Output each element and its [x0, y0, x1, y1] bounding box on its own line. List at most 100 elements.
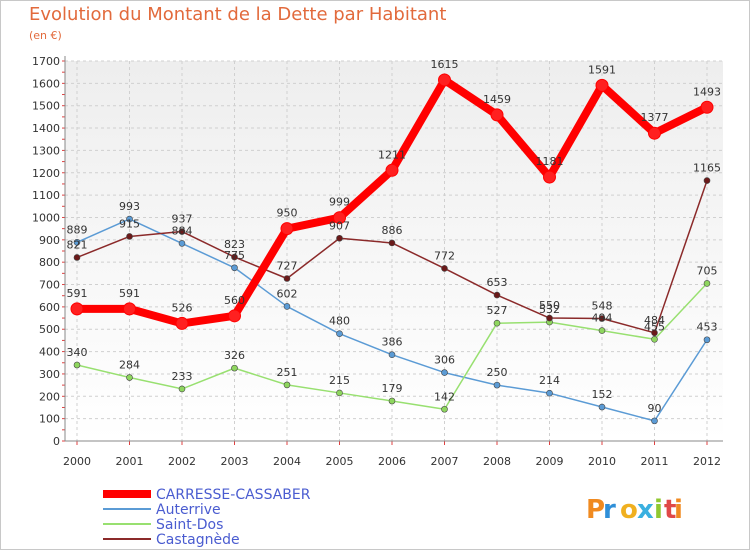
data-label: 1165	[693, 162, 721, 175]
data-label: 1459	[483, 93, 511, 106]
data-point	[70, 302, 84, 316]
data-point	[333, 211, 346, 225]
data-point	[336, 330, 343, 338]
data-point	[441, 405, 448, 413]
y-tick-label: 500	[39, 323, 60, 336]
data-label: 548	[592, 300, 613, 313]
data-label: 884	[172, 224, 193, 237]
data-point	[388, 397, 396, 405]
data-label: 560	[224, 294, 245, 307]
data-point	[703, 336, 711, 344]
data-label: 484	[644, 314, 665, 327]
data-point	[546, 314, 553, 322]
data-label: 179	[382, 382, 403, 395]
plot-area	[65, 61, 723, 441]
data-label: 823	[224, 238, 245, 251]
data-label: 772	[434, 249, 455, 262]
legend-label: Saint-Dos	[156, 517, 223, 533]
legend-label: Auterrive	[156, 502, 221, 518]
y-tick-label: 700	[39, 279, 60, 292]
y-tick-label: 1400	[32, 122, 60, 135]
chart-title: Evolution du Montant de la Dette par Hab…	[29, 4, 447, 25]
data-label: 886	[382, 224, 403, 237]
x-tick-label: 2009	[536, 455, 564, 468]
y-tick-label: 300	[39, 368, 60, 381]
data-point	[388, 351, 396, 359]
y-tick-label: 200	[39, 390, 60, 403]
x-tick-label: 2010	[588, 455, 616, 468]
data-label: 550	[539, 299, 560, 312]
x-tick-label: 2006	[378, 455, 406, 468]
data-label: 591	[67, 287, 88, 300]
data-label: 591	[119, 287, 140, 300]
data-point	[73, 238, 81, 246]
data-point	[441, 369, 448, 376]
data-point	[651, 329, 658, 337]
y-tick-label: 800	[39, 256, 60, 269]
data-point	[283, 381, 291, 389]
data-point	[700, 100, 714, 114]
data-point	[490, 108, 504, 122]
data-point	[175, 316, 189, 330]
data-label: 215	[329, 374, 350, 387]
data-label: 1591	[588, 63, 616, 76]
data-label: 1211	[378, 148, 406, 161]
data-label: 386	[382, 336, 403, 349]
data-point	[648, 126, 661, 140]
data-point	[231, 253, 238, 261]
data-label: 250	[487, 366, 508, 379]
data-point	[73, 254, 81, 261]
data-point	[336, 389, 343, 397]
data-point	[595, 78, 609, 92]
y-tick-label: 1500	[32, 100, 60, 113]
data-point	[651, 417, 658, 425]
data-point	[126, 374, 133, 381]
data-point	[280, 222, 294, 236]
data-label: 340	[67, 346, 88, 359]
legend-label: Castagnède	[156, 532, 240, 548]
data-label: 821	[67, 238, 88, 251]
data-label: 775	[224, 249, 245, 262]
data-label: 915	[119, 217, 140, 230]
y-tick-label: 400	[39, 346, 60, 359]
data-label: 527	[487, 304, 508, 317]
data-label: 326	[224, 349, 245, 362]
data-label: 999	[329, 196, 350, 209]
proxiti-logo: Pr o x i ti	[586, 495, 683, 525]
y-tick-label: 1300	[32, 144, 60, 157]
data-point	[178, 228, 186, 235]
y-tick-label: 900	[39, 234, 60, 247]
data-label: 602	[277, 287, 298, 300]
logo-letter: o	[620, 495, 638, 525]
data-label: 251	[277, 366, 298, 379]
data-label: 494	[592, 312, 613, 325]
logo-letter: P	[586, 495, 605, 525]
data-point	[228, 309, 241, 323]
logo-letter: x	[637, 495, 654, 525]
data-label: 455	[644, 320, 665, 333]
legend-label: CARRESSE-CASSABER	[156, 487, 311, 503]
data-point	[73, 361, 81, 369]
y-tick-label: 600	[39, 301, 60, 314]
data-point	[441, 265, 448, 272]
logo-letter: r	[603, 495, 616, 525]
data-point	[493, 381, 501, 389]
data-label: 727	[277, 259, 298, 272]
chart-subtitle: (en €)	[29, 29, 62, 42]
data-label: 993	[119, 200, 140, 213]
data-label: 1615	[431, 58, 459, 71]
data-label: 142	[434, 390, 455, 403]
x-tick-label: 2011	[641, 455, 669, 468]
data-point	[388, 239, 396, 247]
data-label: 937	[172, 213, 193, 226]
data-label: 1181	[536, 155, 564, 168]
data-label: 214	[539, 374, 560, 387]
logo-letter: i	[654, 495, 663, 525]
x-tick-label: 2005	[326, 455, 354, 468]
logo-letter: t	[664, 495, 676, 525]
data-label: 284	[119, 359, 140, 372]
data-point	[336, 234, 343, 242]
y-tick-label: 1200	[32, 167, 60, 180]
